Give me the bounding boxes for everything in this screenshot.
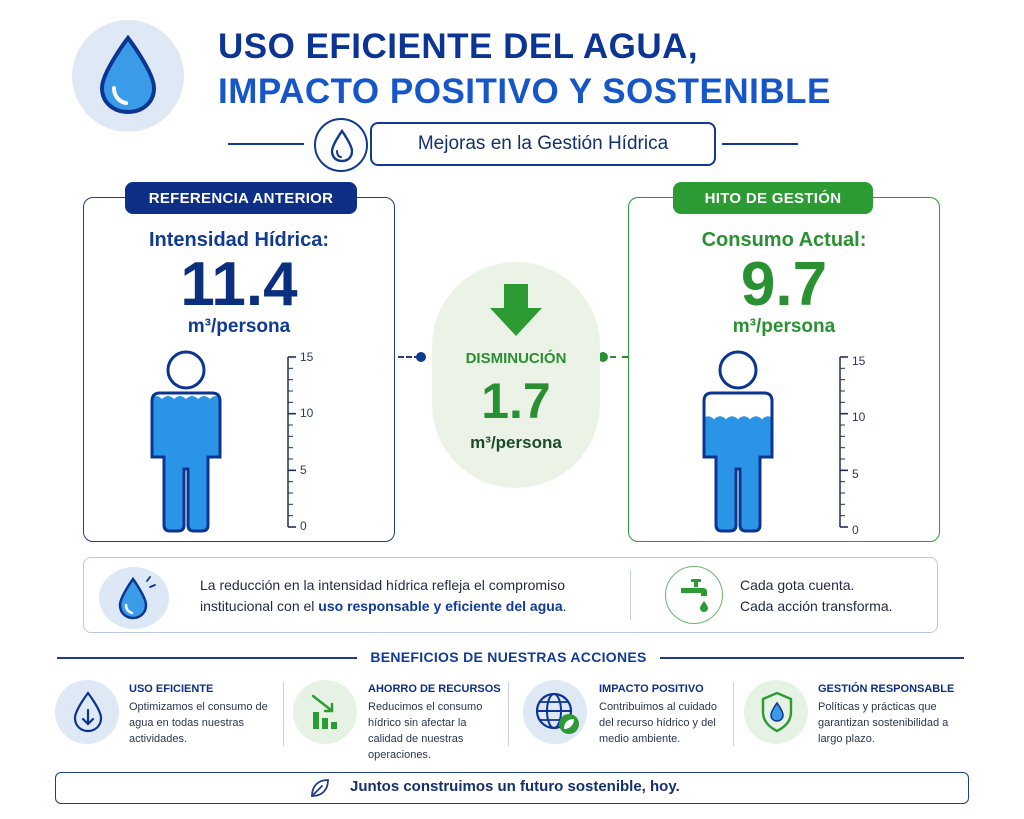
bar-chart-down-icon: [311, 694, 337, 729]
page-title: USO EFICIENTE DEL AGUA, IMPACTO POSITIVO…: [218, 24, 998, 114]
info-divider: [630, 570, 631, 620]
after-card: [628, 197, 940, 542]
benefit-icon-badge: [55, 680, 119, 744]
benefits-divider-left: [57, 657, 357, 659]
globe-leaf-icon: [535, 692, 579, 734]
logo-circle: [72, 20, 184, 132]
benefit-description: Contribuimos al cuidado del recurso hídr…: [599, 701, 718, 745]
title-line-2: IMPACTO POSITIVO Y SOSTENIBLE: [218, 72, 831, 111]
divider-left: [228, 143, 304, 145]
benefits-title: BENEFICIOS DE NUESTRAS ACCIONES: [370, 649, 647, 665]
benefit-title: IMPACTO POSITIVO: [599, 683, 704, 695]
motto: Cada gota cuenta. Cada acción transforma…: [740, 575, 930, 617]
benefit-icon-badge: [523, 680, 587, 744]
reduction-value: 1.7: [481, 373, 551, 429]
benefit-divider: [508, 682, 509, 746]
footer-banner: [55, 772, 969, 804]
benefit-divider: [283, 682, 284, 746]
benefit-icon-badge: [744, 680, 808, 744]
subtitle-pill: Mejoras en la Gestión Hídrica: [370, 122, 716, 166]
reduction-label: DISMINUCIÓN: [465, 350, 567, 367]
info-text-end: .: [562, 598, 567, 614]
info-drop-badge: [99, 567, 169, 629]
before-figure: [150, 350, 296, 533]
motto-line-1: Cada gota cuenta.: [740, 577, 855, 593]
after-tick-label: 10: [852, 410, 866, 424]
footer-text: Juntos construimos un futuro sostenible,…: [350, 778, 680, 795]
info-statement: La reducción en la intensidad hídrica re…: [200, 575, 610, 617]
leaf-icon: [311, 779, 329, 797]
benefit-title: GESTIÓN RESPONSABLE: [818, 683, 955, 695]
before-scale: [287, 356, 296, 528]
benefit-title: USO EFICIENTE: [129, 683, 214, 695]
motto-line-2: Cada acción transforma.: [740, 598, 893, 614]
divider-right: [722, 143, 798, 145]
subtitle-drop-badge: [314, 118, 368, 172]
after-scale: [839, 356, 848, 528]
shield-drop-icon: [761, 691, 793, 733]
after-label: Consumo Actual:: [701, 229, 867, 251]
benefit-description: Políticas y prácticas que garantizan sos…: [818, 701, 949, 745]
after-tick-label: 15: [852, 354, 866, 368]
benefit-icon-badge: [293, 680, 357, 744]
faucet-icon: [681, 579, 708, 612]
connector-right: [610, 356, 628, 358]
reduction-unit: m³/persona: [470, 433, 562, 452]
benefits-divider-right: [660, 657, 964, 659]
info-text-start: La reducción en la intensidad hídrica re…: [200, 577, 565, 614]
title-line-1: USO EFICIENTE DEL AGUA,: [218, 27, 699, 66]
tap-badge: [665, 566, 723, 624]
after-unit: m³/persona: [732, 316, 836, 337]
benefit-title: AHORRO DE RECURSOS: [368, 683, 501, 695]
info-box: [83, 557, 938, 633]
connector-dot-left: [416, 352, 426, 362]
water-drop-icon: [99, 34, 157, 115]
benefit-description: Reducimos el consumo hídrico sin afectar…: [368, 701, 483, 761]
water-drop-icon: [330, 129, 354, 163]
water-drop-icon: [118, 576, 156, 620]
before-tick-label: 10: [300, 406, 314, 420]
benefit-description: Optimizamos el consumo de agua en todas …: [129, 701, 268, 745]
benefit-divider: [733, 682, 734, 746]
before-tick-label: 0: [300, 519, 307, 533]
after-tick-label: 0: [852, 523, 859, 537]
before-tag: REFERENCIA ANTERIOR: [125, 182, 357, 214]
before-card: [83, 197, 395, 542]
connector-left: [398, 356, 420, 358]
before-value: 11.4: [180, 250, 298, 319]
drop-down-arrow-icon: [73, 691, 103, 733]
after-tag: HITO DE GESTIÓN: [673, 182, 873, 214]
before-label: Intensidad Hídrica:: [148, 229, 330, 251]
after-figure: [702, 350, 848, 533]
info-text-highlight: uso responsable y eficiente del agua: [318, 598, 563, 614]
connector-dot-right: [598, 352, 608, 362]
before-unit: m³/persona: [187, 316, 291, 337]
after-value: 9.7: [740, 250, 828, 319]
after-tick-label: 5: [852, 467, 859, 481]
before-tick-label: 5: [300, 463, 307, 477]
arrow-down-icon: [490, 284, 542, 336]
before-tick-label: 15: [300, 350, 314, 364]
